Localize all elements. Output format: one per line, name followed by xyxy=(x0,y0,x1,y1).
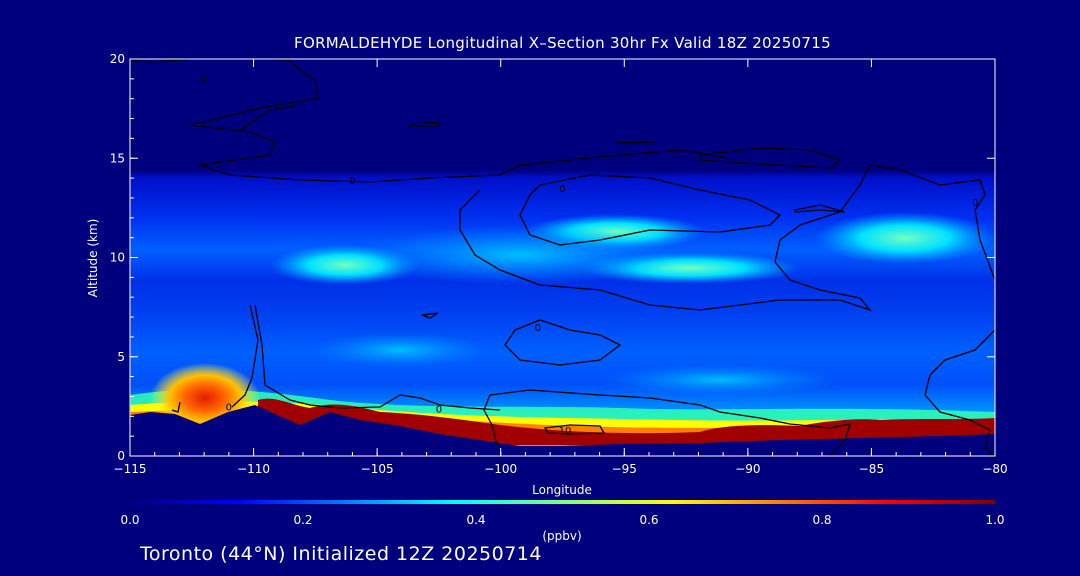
x-tick-label: −80 xyxy=(982,462,1007,476)
contour-label: 0 xyxy=(535,323,541,334)
colorbar-tick-label: 0.8 xyxy=(812,513,831,527)
x-tick-label: −85 xyxy=(859,462,884,476)
footer-caption: Toronto (44°N) Initialized 12Z 20250714 xyxy=(140,543,542,565)
y-axis-label: Altitude (km) xyxy=(86,219,100,298)
upper-band-east xyxy=(815,212,995,264)
y-tick-label: 10 xyxy=(110,251,125,265)
contour-label: 0 xyxy=(972,198,978,209)
contour-label: 0 xyxy=(559,184,565,195)
colorbar-ticks: 0.0 0.2 0.4 0.6 0.8 1.0 xyxy=(120,513,1004,527)
y-axis-ticks: 0 5 10 15 20 xyxy=(110,52,995,463)
contour-label: 0 xyxy=(201,75,207,86)
contour-label: 10 xyxy=(559,426,572,437)
contour-label: 0 xyxy=(436,404,442,415)
contour-label: 0 xyxy=(349,176,355,187)
x-tick-label: −105 xyxy=(361,462,394,476)
x-axis-ticks: −115 −110 −105 −100 −95 −90 −85 −80 xyxy=(114,59,1008,476)
x-tick-label: −100 xyxy=(484,462,517,476)
x-tick-label: −110 xyxy=(237,462,270,476)
x-tick-label: −95 xyxy=(612,462,637,476)
colorbar-label: (ppbv) xyxy=(542,529,581,543)
contour-labels: 0 0 0 0 0 0 0 10 xyxy=(201,75,978,437)
colorbar-tick-label: 1.0 xyxy=(985,513,1004,527)
x-tick-label: −90 xyxy=(735,462,760,476)
contour-lines xyxy=(130,59,995,456)
mid-pocket xyxy=(310,332,490,368)
y-tick-label: 15 xyxy=(110,151,125,165)
x-axis-label: Longitude xyxy=(532,483,592,497)
x-tick-label: −115 xyxy=(114,462,147,476)
colorbar-tick-label: 0.4 xyxy=(466,513,485,527)
colorbar-tick-label: 0.6 xyxy=(639,513,658,527)
y-tick-label: 5 xyxy=(117,350,125,364)
colorbar xyxy=(130,500,995,504)
heatmap-field: 0 0 0 0 0 0 0 10 xyxy=(130,59,995,456)
terrain xyxy=(130,405,995,456)
boundary-layer-max xyxy=(258,398,995,445)
colorbar-tick-label: 0.2 xyxy=(293,513,312,527)
colorbar-tick-label: 0.0 xyxy=(120,513,139,527)
mid-pocket-east xyxy=(600,364,840,396)
y-tick-label: 0 xyxy=(117,449,125,463)
chart-title: FORMALDEHYDE Longitudinal X–Section 30hr… xyxy=(294,34,831,52)
contour-label: 0 xyxy=(226,402,232,413)
y-tick-label: 20 xyxy=(110,52,125,66)
